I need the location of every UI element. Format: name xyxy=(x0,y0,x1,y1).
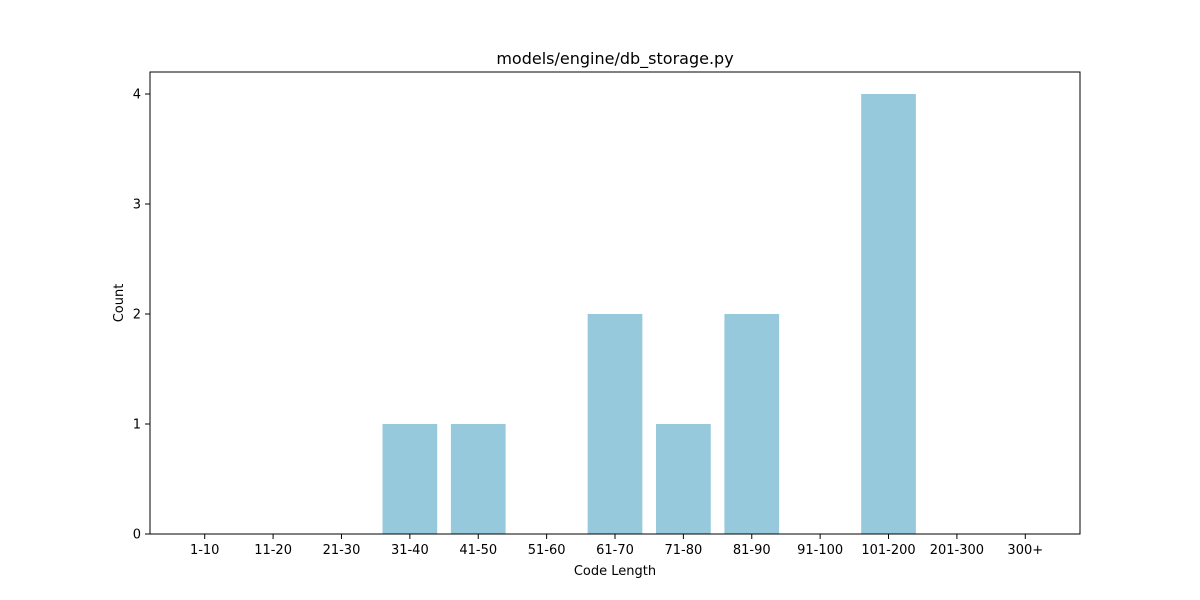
bar-41-50 xyxy=(450,424,506,534)
y-axis-ticks: 0 1 2 3 4 xyxy=(133,88,150,543)
x-tick-label: 71-80 xyxy=(664,543,702,558)
bar-31-40 xyxy=(382,424,438,534)
y-tick-label: 2 xyxy=(133,308,141,323)
x-tick-label: 1-10 xyxy=(190,543,220,558)
bar-71-80 xyxy=(656,424,711,534)
x-axis-label: Code Length xyxy=(574,564,656,579)
y-tick-label: 3 xyxy=(133,198,141,213)
x-tick-label: 11-20 xyxy=(254,543,292,558)
x-tick-label: 101-200 xyxy=(861,543,915,558)
x-tick-label: 91-100 xyxy=(797,543,843,558)
y-tick-label: 4 xyxy=(133,88,141,103)
bar-61-70 xyxy=(587,314,643,534)
y-tick-label: 0 xyxy=(133,528,141,543)
bar-101-200 xyxy=(861,94,916,534)
bar-81-90 xyxy=(724,314,780,534)
x-tick-label: 61-70 xyxy=(596,543,634,558)
x-axis-ticks: 1-10 11-20 21-30 31-40 41-50 51-60 61-70 71-80 8… xyxy=(190,534,1043,558)
x-tick-label: 31-40 xyxy=(391,543,429,558)
chart-title: models/engine/db_storage.py xyxy=(496,49,733,69)
x-tick-label: 300+ xyxy=(1007,543,1043,558)
bars-group xyxy=(382,94,916,534)
x-tick-label: 51-60 xyxy=(528,543,566,558)
x-tick-label: 81-90 xyxy=(733,543,771,558)
x-tick-label: 201-300 xyxy=(930,543,984,558)
y-axis-label: Count xyxy=(112,284,127,323)
x-tick-label: 21-30 xyxy=(323,543,361,558)
y-tick-label: 1 xyxy=(133,418,141,433)
x-tick-label: 41-50 xyxy=(459,543,497,558)
